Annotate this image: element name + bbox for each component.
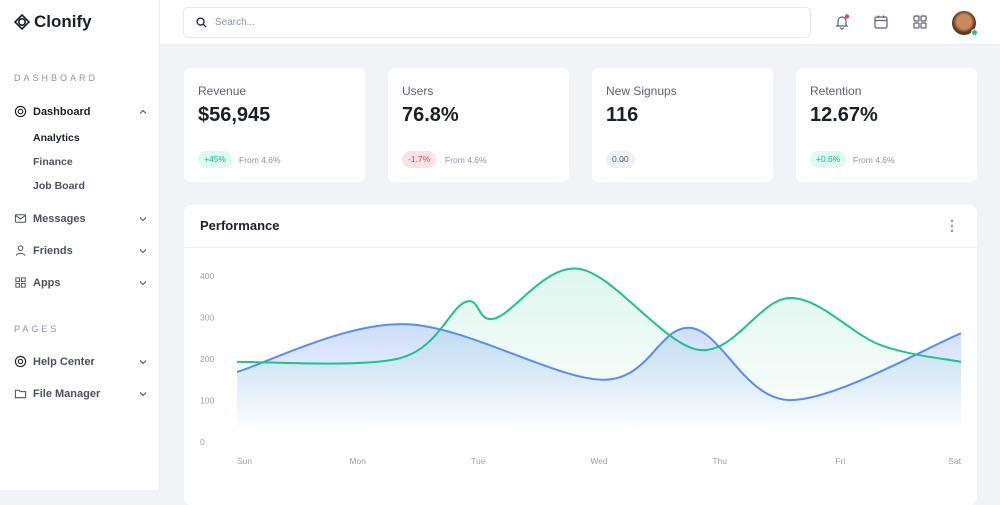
online-status-dot xyxy=(971,29,978,36)
stat-card-new-signups: New Signups 116 0.00 xyxy=(592,68,773,182)
search-icon xyxy=(196,17,207,28)
folder-icon xyxy=(14,389,27,399)
performance-title: Performance xyxy=(200,218,280,233)
divider xyxy=(184,247,977,248)
avatar[interactable] xyxy=(952,11,978,36)
sidebar-subitem-job-board[interactable]: Job Board xyxy=(33,180,85,192)
x-tick-label: Sat xyxy=(948,456,961,466)
section-pages: PAGES xyxy=(14,324,60,334)
sidebar: Clonify DASHBOARD Dashboard Analytics Fi… xyxy=(0,0,160,490)
sidebar-item-label: Messages xyxy=(33,212,86,225)
performance-card: Performance 0 100 200 300 400 Sun Mon Tue Wed Thu… xyxy=(184,205,977,505)
sidebar-item-label: Apps xyxy=(33,276,61,289)
y-tick-label: 300 xyxy=(200,313,214,323)
chevron-down-icon xyxy=(139,280,147,285)
x-tick-label: Tue xyxy=(471,456,486,466)
stat-change-badge: 0.00 xyxy=(606,151,635,168)
y-tick-label: 200 xyxy=(200,354,214,364)
more-options-icon[interactable] xyxy=(947,218,957,234)
header xyxy=(160,0,1000,45)
chevron-down-icon xyxy=(139,359,147,364)
stat-card-users: Users 76.8% -1.7% From 4.6% xyxy=(388,68,569,182)
x-tick-label: Fri xyxy=(835,456,845,466)
series-line-0 xyxy=(236,323,962,402)
stat-value: $56,945 xyxy=(198,104,271,126)
series-area-1 xyxy=(237,268,961,432)
chevron-down-icon xyxy=(139,216,147,221)
stat-from-text: From 4.6% xyxy=(445,155,487,165)
dashboard-icon xyxy=(14,105,27,118)
x-tick-label: Sun xyxy=(237,456,252,466)
mail-icon xyxy=(14,214,27,223)
grid-icon xyxy=(15,277,26,288)
calendar-icon[interactable] xyxy=(873,14,889,30)
sidebar-item-label: File Manager xyxy=(33,387,101,400)
x-tick-label: Wed xyxy=(590,456,608,466)
lifebuoy-icon xyxy=(14,355,27,368)
search-bar[interactable] xyxy=(183,7,811,38)
stat-label: Retention xyxy=(810,84,862,98)
series-line-1 xyxy=(236,267,962,365)
stat-from-text: From 4.6% xyxy=(853,155,895,165)
sidebar-item-file-manager[interactable]: File Manager xyxy=(14,387,148,400)
sidebar-item-dashboard[interactable]: Dashboard xyxy=(14,105,148,118)
stat-value: 116 xyxy=(606,104,639,126)
x-tick-label: Thu xyxy=(712,456,727,466)
y-tick-label: 0 xyxy=(200,437,205,447)
performance-chart: 0 100 200 300 400 Sun Mon Tue Wed Thu Fri Sat xyxy=(200,267,962,466)
sidebar-subitem-finance[interactable]: Finance xyxy=(33,156,73,168)
stat-change-badge: -1.7% xyxy=(402,151,437,168)
stat-change-badge: +0.6% xyxy=(810,151,847,168)
chevron-down-icon xyxy=(139,248,147,253)
section-dashboard: DASHBOARD xyxy=(14,73,99,83)
stat-card-retention: Retention 12.67% +0.6% From 4.6% xyxy=(796,68,977,182)
logo[interactable]: Clonify xyxy=(14,12,92,32)
sidebar-item-friends[interactable]: Friends xyxy=(14,244,148,257)
y-tick-label: 400 xyxy=(200,271,214,281)
sidebar-item-apps[interactable]: Apps xyxy=(14,276,148,289)
user-icon xyxy=(15,245,26,256)
logo-icon xyxy=(14,14,30,30)
stat-label: New Signups xyxy=(606,84,677,98)
bell-icon[interactable] xyxy=(834,14,850,30)
stat-from-text: From 4.6% xyxy=(239,155,281,165)
stat-value: 76.8% xyxy=(402,104,459,126)
stat-label: Users xyxy=(402,84,434,98)
apps-grid-icon[interactable] xyxy=(912,14,928,30)
sidebar-item-help-center[interactable]: Help Center xyxy=(14,355,148,368)
stat-change-badge: +45% xyxy=(198,151,232,168)
sidebar-item-label: Dashboard xyxy=(33,105,91,118)
stat-value: 12.67% xyxy=(810,104,878,126)
search-input[interactable] xyxy=(215,17,775,28)
sidebar-item-label: Friends xyxy=(33,244,73,257)
sidebar-item-label: Help Center xyxy=(33,355,95,368)
y-tick-label: 100 xyxy=(200,396,214,406)
stat-label: Revenue xyxy=(198,84,247,98)
brand-name: Clonify xyxy=(34,12,92,31)
chevron-up-icon xyxy=(139,109,147,114)
sidebar-subitem-analytics[interactable]: Analytics xyxy=(33,132,80,144)
x-tick-label: Mon xyxy=(349,456,366,466)
chevron-down-icon xyxy=(139,391,147,396)
sidebar-item-messages[interactable]: Messages xyxy=(14,212,148,225)
stat-card-revenue: Revenue $56,945 +45% From 4.6% xyxy=(184,68,365,182)
